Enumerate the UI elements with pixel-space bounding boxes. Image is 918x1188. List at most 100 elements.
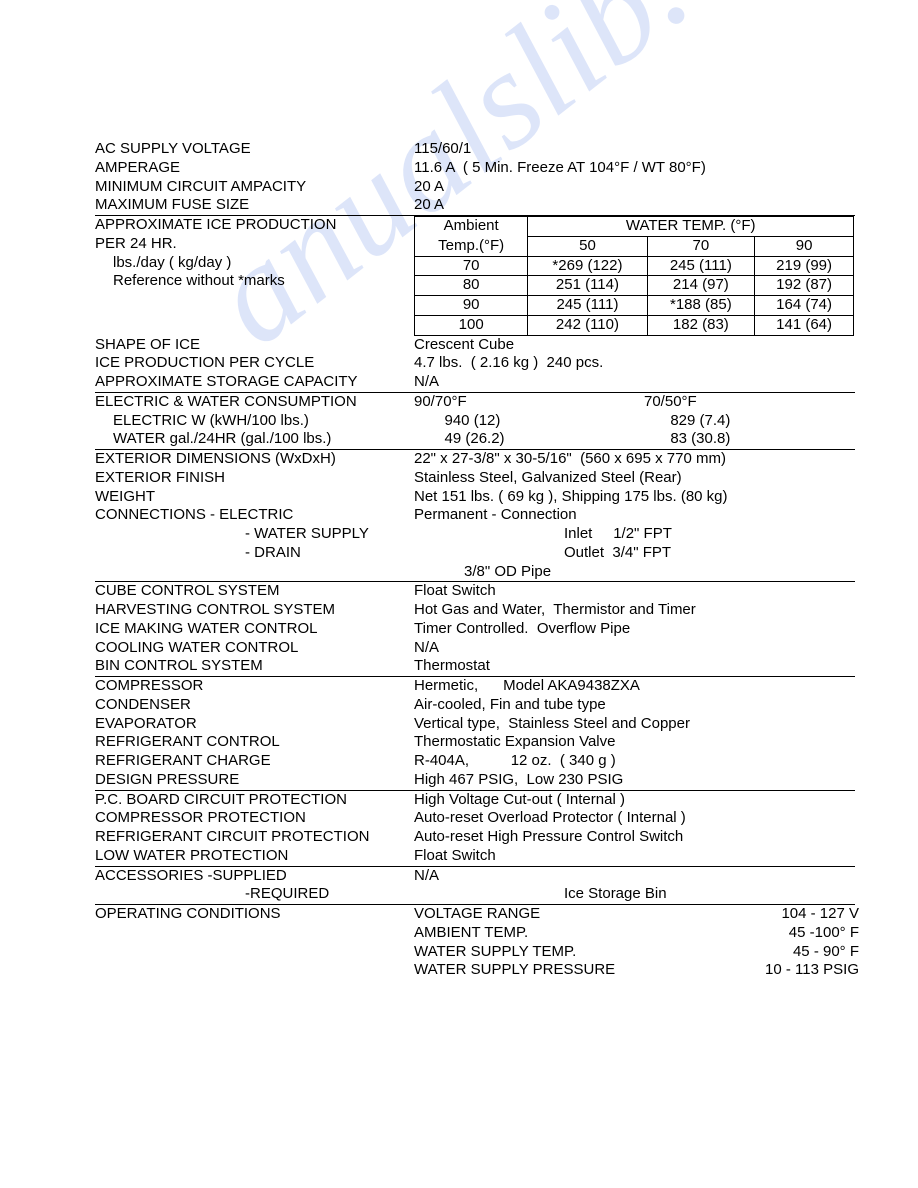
spec-row: LOW WATER PROTECTIONFloat Switch	[95, 847, 855, 866]
spec-label: COOLING WATER CONTROL	[95, 639, 414, 658]
ice-prod-line: PER 24 HR.	[95, 235, 410, 254]
prod-cell: 141 (64)	[755, 315, 854, 335]
spec-value: N/A	[414, 373, 855, 392]
operating-label: WATER SUPPLY PRESSURE	[414, 961, 765, 980]
prod-cell: 192 (87)	[755, 276, 854, 296]
consumption-v1: 49 (26.2)	[432, 430, 662, 449]
spec-value: Net 151 lbs. ( 69 kg ), Shipping 175 lbs…	[414, 488, 855, 507]
spec-value: R-404A, 12 oz. ( 340 g )	[414, 752, 855, 771]
consumption-row: WATER gal./24HR (gal./100 lbs.) 49 (26.2…	[95, 430, 855, 449]
spec-row: REFRIGERANT CONTROLThermostatic Expansio…	[95, 733, 855, 752]
ice-prod-line: Reference without *marks	[95, 272, 410, 291]
spec-value: Auto-reset Overload Protector ( Internal…	[414, 809, 855, 828]
spec-label: WEIGHT	[95, 488, 414, 507]
ice-production-label: APPROXIMATE ICE PRODUCTION PER 24 HR. lb…	[95, 216, 414, 336]
consumption-values: 49 (26.2) 83 (30.8)	[432, 430, 855, 449]
spec-row: -REQUIREDIce Storage Bin	[95, 885, 855, 904]
spec-row: ACCESSORIES -SUPPLIEDN/A	[95, 867, 855, 886]
spec-label: P.C. BOARD CIRCUIT PROTECTION	[95, 791, 414, 810]
operating-label: AMBIENT TEMP.	[414, 924, 789, 943]
th-col: 50	[528, 236, 647, 256]
spec-value: Crescent Cube	[414, 336, 855, 355]
header-block: AC SUPPLY VOLTAGE115/60/1AMPERAGE11.6 A …	[95, 140, 855, 215]
spec-row: COMPRESSORHermetic, Model AKA9438ZXA	[95, 677, 855, 696]
spec-value: 11.6 A ( 5 Min. Freeze AT 104°F / WT 80°…	[414, 159, 855, 178]
spec-row: CUBE CONTROL SYSTEMFloat Switch	[95, 582, 855, 601]
spec-value: Float Switch	[414, 847, 855, 866]
spec-value: Inlet 1/2" FPT	[564, 525, 855, 544]
th-col: 70	[647, 236, 755, 256]
spec-label: APPROXIMATE STORAGE CAPACITY	[95, 373, 414, 392]
spec-value: Float Switch	[414, 582, 855, 601]
prod-cell: 245 (111)	[528, 296, 647, 316]
consumption-row: ELECTRIC W (kWH/100 lbs.) 940 (12) 829 (…	[95, 412, 855, 431]
spec-row: COOLING WATER CONTROLN/A	[95, 639, 855, 658]
spec-row: 3/8" OD Pipe	[95, 563, 855, 582]
spec-value: 20 A	[414, 196, 855, 215]
spec-value: Hot Gas and Water, Thermistor and Timer	[414, 601, 855, 620]
prod-temp: 100	[415, 315, 528, 335]
spec-value: High 467 PSIG, Low 230 PSIG	[414, 771, 855, 790]
prod-cell: *269 (122)	[528, 256, 647, 276]
operating-value: 45 - 90° F	[793, 943, 859, 962]
prod-cell: 251 (114)	[528, 276, 647, 296]
ice-production-table: Ambient WATER TEMP. (°F) Temp.(°F) 50 70…	[414, 216, 854, 336]
spec-label: DESIGN PRESSURE	[95, 771, 414, 790]
operating-label: VOLTAGE RANGE	[414, 905, 781, 924]
spec-value: Outlet 3/4" FPT	[564, 544, 855, 563]
prod-temp: 90	[415, 296, 528, 316]
spec-value: Hermetic, Model AKA9438ZXA	[414, 677, 855, 696]
spec-row: HARVESTING CONTROL SYSTEMHot Gas and Wat…	[95, 601, 855, 620]
spec-value: Vertical type, Stainless Steel and Coppe…	[414, 715, 855, 734]
consumption-title: ELECTRIC & WATER CONSUMPTION	[95, 393, 414, 412]
spec-row: - DRAINOutlet 3/4" FPT	[95, 544, 855, 563]
operating-row: AMBIENT TEMP.45 -100° F	[414, 924, 859, 943]
spec-label: -REQUIRED	[95, 885, 564, 904]
spec-row: EXTERIOR DIMENSIONS (WxDxH)22" x 27-3/8"…	[95, 450, 855, 469]
spec-row: - WATER SUPPLYInlet 1/2" FPT	[95, 525, 855, 544]
spec-row: WEIGHTNet 151 lbs. ( 69 kg ), Shipping 1…	[95, 488, 855, 507]
consumption-label: ELECTRIC W (kWH/100 lbs.)	[95, 412, 432, 431]
consumption-head1: 90/70°F	[414, 393, 644, 412]
spec-label: EVAPORATOR	[95, 715, 414, 734]
spec-label: SHAPE OF ICE	[95, 336, 414, 355]
th-ambient: Ambient	[415, 217, 528, 237]
prod-cell: 214 (97)	[647, 276, 755, 296]
spec-label: MAXIMUM FUSE SIZE	[95, 196, 414, 215]
spec-row: ICE PRODUCTION PER CYCLE4.7 lbs. ( 2.16 …	[95, 354, 855, 373]
spec-label: - WATER SUPPLY	[95, 525, 564, 544]
spec-label: - DRAIN	[95, 544, 564, 563]
spec-row: CONDENSERAir-cooled, Fin and tube type	[95, 696, 855, 715]
spec-row: MAXIMUM FUSE SIZE20 A	[95, 196, 855, 215]
spec-sheet: AC SUPPLY VOLTAGE115/60/1AMPERAGE11.6 A …	[95, 140, 855, 980]
spec-label: REFRIGERANT CONTROL	[95, 733, 414, 752]
ice-prod-line: lbs./day ( kg/day )	[95, 254, 410, 273]
spec-label: ICE PRODUCTION PER CYCLE	[95, 354, 414, 373]
spec-row: REFRIGERANT CIRCUIT PROTECTIONAuto-reset…	[95, 828, 855, 847]
consumption-header: ELECTRIC & WATER CONSUMPTION 90/70°F 70/…	[95, 393, 855, 412]
spec-value: Stainless Steel, Galvanized Steel (Rear)	[414, 469, 855, 488]
ice-prod-line: APPROXIMATE ICE PRODUCTION	[95, 216, 410, 235]
spec-row: BIN CONTROL SYSTEMThermostat	[95, 657, 855, 676]
spec-row: AMPERAGE11.6 A ( 5 Min. Freeze AT 104°F …	[95, 159, 855, 178]
prod-cell: 245 (111)	[647, 256, 755, 276]
prod-temp: 70	[415, 256, 528, 276]
prod-temp: 80	[415, 276, 528, 296]
spec-value: 115/60/1	[414, 140, 855, 159]
spec-label	[95, 563, 414, 582]
spec-value: Permanent - Connection	[414, 506, 855, 525]
prod-row: 80251 (114)214 (97)192 (87)	[415, 276, 854, 296]
spec-row: SHAPE OF ICECrescent Cube	[95, 336, 855, 355]
spec-label: REFRIGERANT CHARGE	[95, 752, 414, 771]
prod-cell: 164 (74)	[755, 296, 854, 316]
spec-label: COMPRESSOR PROTECTION	[95, 809, 414, 828]
spec-row: ICE MAKING WATER CONTROLTimer Controlled…	[95, 620, 855, 639]
operating-value: 104 - 127 V	[781, 905, 859, 924]
spec-value: 22" x 27-3/8" x 30-5/16" (560 x 695 x 77…	[414, 450, 855, 469]
consumption-head2: 70/50°F	[644, 393, 697, 412]
operating-row: WATER SUPPLY PRESSURE10 - 113 PSIG	[414, 961, 859, 980]
spec-label: BIN CONTROL SYSTEM	[95, 657, 414, 676]
spec-row: DESIGN PRESSUREHigh 467 PSIG, Low 230 PS…	[95, 771, 855, 790]
operating-value: 45 -100° F	[789, 924, 859, 943]
spec-row: EXTERIOR FINISHStainless Steel, Galvaniz…	[95, 469, 855, 488]
